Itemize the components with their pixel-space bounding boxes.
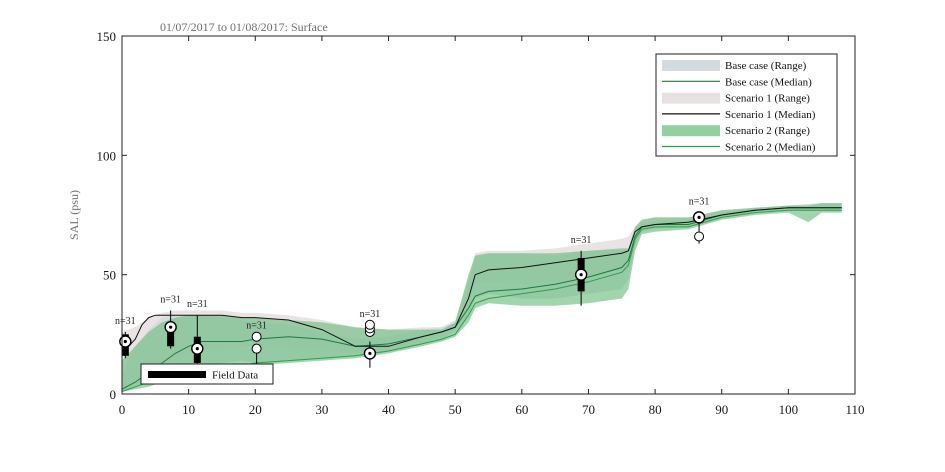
field-median-dot — [368, 351, 372, 356]
field-median-dot — [579, 273, 583, 277]
field-box-4: n=31 — [360, 309, 381, 368]
field-n-label: n=31 — [160, 294, 181, 305]
field-data-legend: Field Data — [140, 363, 274, 385]
field-outlier — [251, 343, 262, 354]
field-n-label: n=31 — [187, 299, 208, 310]
range-bands — [122, 203, 842, 392]
field-median-dot — [169, 325, 173, 329]
legend-label: Scenario 2 (Median) — [725, 142, 816, 154]
x-tick-label: 100 — [779, 402, 799, 417]
field-box-1: n=31 — [160, 294, 181, 349]
range-band-scenario-2-range — [122, 203, 842, 392]
x-tick-label: 50 — [449, 402, 462, 417]
x-tick-label: 40 — [382, 402, 395, 417]
y-tick-label: 50 — [103, 268, 116, 283]
x-tick-label: 0 — [119, 402, 126, 417]
legend-label: Scenario 2 (Range) — [725, 125, 810, 137]
y-tick-label: 150 — [97, 29, 117, 44]
field-n-label: n=31 — [689, 197, 710, 208]
axes: 0 10 20 30 40 50 60 70 80 90 100 110 0 50 100 150 — [97, 29, 865, 417]
field-n-label: n=31 — [571, 235, 592, 246]
x-tick-label: 80 — [649, 402, 662, 417]
field-outlier — [364, 319, 375, 330]
x-tick-label: 10 — [182, 402, 195, 417]
y-tick-label: 100 — [97, 148, 117, 163]
field-box-3: n=31 — [246, 321, 267, 366]
x-tick-label: 30 — [315, 402, 328, 417]
field-median-dot — [697, 215, 701, 219]
field-legend-swatch — [148, 371, 206, 378]
field-n-label: n=31 — [360, 309, 381, 320]
field-iqr-box — [167, 322, 175, 347]
legend: Base case (Range) Base case (Median) Scena… — [655, 53, 838, 157]
median-line-scenario-1-median — [121, 207, 842, 347]
x-tick-label: 20 — [249, 402, 262, 417]
y-axis-label: SAL (psu) — [67, 190, 81, 240]
legend-swatch — [662, 92, 720, 104]
field-box-6: n=31 — [689, 197, 710, 244]
x-tick-label: 110 — [845, 402, 864, 417]
legend-label: Scenario 1 (Range) — [725, 93, 810, 105]
field-outlier — [251, 331, 262, 342]
field-legend-box — [140, 363, 274, 385]
legend-label: Base case (Median) — [725, 76, 812, 88]
chart-title: 01/07/2017 to 01/08/2017: Surface — [160, 20, 328, 34]
field-box-5: n=31 — [571, 235, 592, 306]
legend-label: Base case (Range) — [725, 60, 807, 72]
plot-frame — [121, 35, 856, 395]
field-box-0: n=31 — [115, 316, 136, 359]
legend-label: Scenario 1 (Median) — [725, 109, 816, 121]
legend-swatch — [662, 125, 720, 137]
field-data-boxes: n=31 n=31 n=31 n=31 n=31 n=31 n=31 — [115, 197, 709, 368]
field-outlier — [694, 231, 705, 242]
field-box-2: n=31 — [187, 299, 208, 366]
field-median-dot — [123, 339, 127, 344]
field-n-label: n=31 — [246, 321, 267, 332]
x-tick-label: 60 — [515, 402, 528, 417]
x-tick-label: 70 — [582, 402, 595, 417]
y-tick-label: 0 — [110, 387, 117, 402]
field-n-label: n=31 — [115, 316, 136, 327]
legend-swatch — [662, 60, 720, 71]
x-tick-label: 90 — [715, 402, 728, 417]
field-legend-label: Field Data — [212, 370, 258, 382]
field-median-dot — [195, 347, 199, 351]
